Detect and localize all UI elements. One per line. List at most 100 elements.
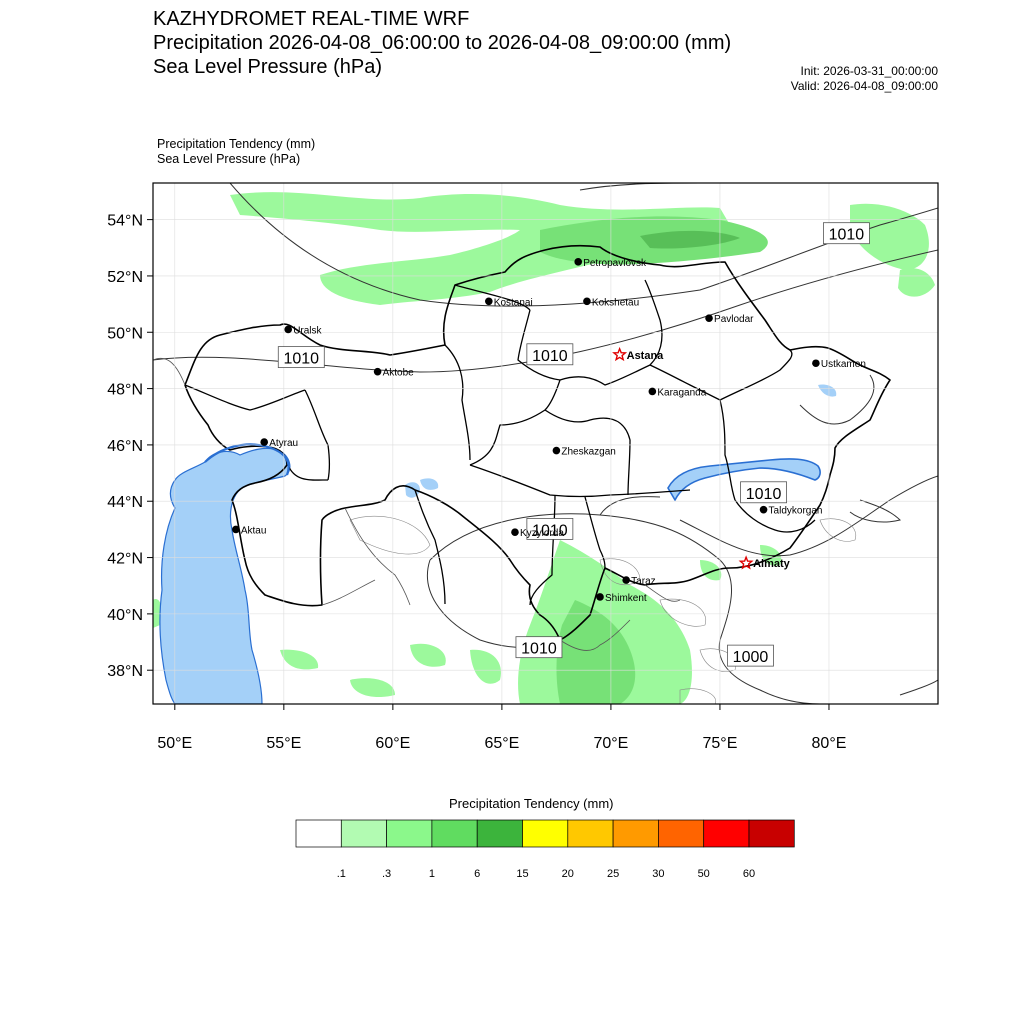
city-label: Zheskazgan [561,447,615,458]
pressure-label: 1010 [526,343,574,366]
latitude-axis: 38°N 40°N 42°N 44°N 46°N 48°N 50°N 52°N 54°N [107,213,153,680]
capital-star-icon [612,346,628,362]
city-dot-icon [511,528,519,537]
pressure-label: 1000 [727,644,774,667]
colorbar-swatch [748,819,795,848]
city-dot-icon [574,258,583,266]
city-label: Shimkent [605,593,647,604]
lon-tick-label: 80°E [812,735,847,752]
city-uralsk: Uralsk [284,325,323,336]
city-astana: Astana [612,346,665,362]
city-markers: Petropavlovsk Kostanai Kokshetau Pavlodar Ur… [232,258,866,604]
colorbar-swatch [340,819,387,848]
water-bodies [159,384,837,704]
city-dot-icon [705,314,713,322]
pressure-label-text: 1010 [521,641,557,658]
city-dot-icon [648,387,657,396]
init-time: Init: 2026-03-31_00:00:00 [800,64,938,78]
colorbar-label: 1 [428,868,435,880]
city-dot-icon [552,446,561,455]
city-label: Kyzylorda [520,528,564,539]
pressure-label-text: 1010 [532,348,568,365]
pressure-label-text: 1010 [283,351,319,368]
pressure-label-box [277,346,325,369]
lon-tick-label: 65°E [484,735,519,752]
lat-tick-label: 40°N [107,607,143,624]
colorbar-label: 25 [606,868,620,880]
city-almaty: Almaty [738,555,791,570]
city-aktau: Aktau [232,525,266,536]
pressure-label-text: 1010 [532,522,568,539]
pressure-label-box [823,222,870,245]
colorbar-label: 30 [652,868,665,880]
longitude-axis: 50°E 55°E 60°E 65°E 70°E 75°E 80°E [157,704,846,752]
city-label: Kostanai [494,297,533,308]
city-label: Astana [627,350,665,362]
city-label: Taraz [631,576,655,587]
colorbar-label: .1 [336,868,346,880]
balkhash-lake [667,458,821,502]
colorbar-swatch [476,819,523,848]
lat-tick-label: 44°N [107,494,143,511]
city-label: Atyrau [269,438,298,449]
city-kyzylorda: Kyzylorda [511,528,564,539]
city-dot-icon [373,367,382,376]
pressure-label-box [526,517,574,540]
city-dot-icon [284,325,292,334]
colorbar-swatch [295,819,342,848]
city-label: Almaty [753,558,791,570]
lat-tick-label: 46°N [107,438,143,455]
city-taldykorgan: Taldykorgan [759,505,823,517]
lat-tick-label: 52°N [107,269,143,286]
city-label: Aktobe [383,368,415,379]
city-kokshetau: Kokshetau [583,297,639,308]
city-dot-icon [759,505,768,514]
city-label: Taldykorgan [769,506,823,517]
city-label: Aktau [241,525,267,536]
colorbar-swatch [522,819,569,848]
lon-tick-label: 75°E [703,735,738,752]
pressure-label-box [727,644,774,667]
colorbar-label: .3 [382,868,392,880]
lon-tick-label: 55°E [266,735,301,752]
zaysan-lake [818,384,837,397]
terrain-contours [349,515,857,704]
capital-star-icon [738,555,754,570]
colorbar-label: 60 [742,868,756,880]
lat-tick-label: 50°N [107,325,143,342]
pressure-field-title: Sea Level Pressure (hPa) [153,56,383,78]
colorbar-label: 50 [697,868,710,880]
lon-tick-label: 50°E [157,735,192,752]
city-ustkamen: Ustkamen [812,359,866,370]
pressure-label-box [526,343,574,366]
precip-subtitle: Precipitation Tendency (mm) [157,137,316,151]
lat-tick-label: 54°N [107,213,143,230]
city-dot-icon [485,297,493,306]
lat-tick-label: 38°N [107,663,143,680]
kazakhstan-border [184,244,891,641]
city-label: Ustkamen [821,359,866,370]
city-dot-icon [260,438,269,446]
colorbar-swatch [658,819,705,848]
city-dot-icon [812,359,820,368]
pressure-label: 1010 [515,636,563,659]
city-pavlodar: Pavlodar [705,314,754,325]
caspian-sea [159,447,291,704]
precip-colorbar [295,819,795,848]
pressure-label-box [740,481,787,504]
pressure-label: 1010 [277,346,325,369]
colorbar-label: 15 [516,868,529,880]
colorbar-swatch [386,819,433,848]
pressure-label-text: 1000 [733,649,769,666]
map-frame [152,182,939,705]
city-dot-icon [622,576,630,584]
pressure-label: 1010 [526,517,574,540]
lon-tick-label: 60°E [375,735,410,752]
city-label: Pavlodar [714,314,754,325]
lat-tick-label: 48°N [107,382,143,399]
caspian-north-coast [204,443,290,476]
lat-lon-grid [153,183,938,704]
lat-tick-label: 42°N [107,551,143,568]
pressure-label-text: 1010 [829,227,865,244]
